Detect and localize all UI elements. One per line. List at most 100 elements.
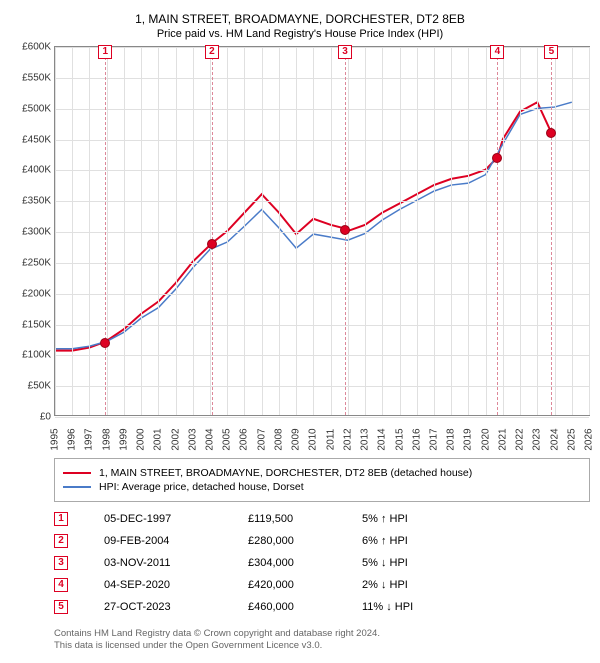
x-tick-label: 2012 [342, 428, 353, 450]
y-tick-label: £150K [9, 319, 51, 330]
event-row: 303-NOV-2011£304,0005% ↓ HPI [54, 552, 590, 574]
x-tick-label: 2020 [480, 428, 491, 450]
event-row-date: 03-NOV-2011 [104, 557, 224, 569]
x-tick-label: 2022 [515, 428, 526, 450]
event-row: 105-DEC-1997£119,5005% ↑ HPI [54, 508, 590, 530]
chart-subtitle: Price paid vs. HM Land Registry's House … [10, 28, 590, 40]
event-row: 404-SEP-2020£420,0002% ↓ HPI [54, 574, 590, 596]
event-number-box: 3 [338, 45, 352, 59]
gridline-v [400, 47, 401, 415]
plot-area: £0£50K£100K£150K£200K£250K£300K£350K£400… [54, 46, 590, 416]
event-guideline [212, 47, 213, 415]
y-tick-label: £250K [9, 257, 51, 268]
gridline-v [503, 47, 504, 415]
x-tick-label: 2017 [428, 428, 439, 450]
x-tick-label: 2025 [566, 428, 577, 450]
event-row-price: £280,000 [248, 535, 338, 547]
gridline-v [417, 47, 418, 415]
x-tick-label: 2026 [584, 428, 595, 450]
chart-container: £0£50K£100K£150K£200K£250K£300K£350K£400… [54, 46, 590, 450]
event-row-number: 4 [54, 578, 68, 592]
x-tick-label: 2001 [153, 428, 164, 450]
event-guideline [551, 47, 552, 415]
gridline-v [331, 47, 332, 415]
chart-title: 1, MAIN STREET, BROADMAYNE, DORCHESTER, … [10, 12, 590, 26]
gridline-v [193, 47, 194, 415]
gridline-h [55, 325, 589, 326]
gridline-v [382, 47, 383, 415]
legend-item: 1, MAIN STREET, BROADMAYNE, DORCHESTER, … [63, 467, 581, 479]
gridline-h [55, 386, 589, 387]
event-row-date: 27-OCT-2023 [104, 601, 224, 613]
gridline-v [486, 47, 487, 415]
gridline-v [451, 47, 452, 415]
x-tick-label: 1997 [84, 428, 95, 450]
events-table: 105-DEC-1997£119,5005% ↑ HPI 2 09-FEB-2004… [54, 508, 590, 618]
x-tick-label: 2010 [308, 428, 319, 450]
gridline-v [55, 47, 56, 415]
gridline-v [141, 47, 142, 415]
y-tick-label: £100K [9, 350, 51, 361]
event-number-box: 1 [98, 45, 112, 59]
gridline-v [244, 47, 245, 415]
x-tick-label: 2019 [463, 428, 474, 450]
gridline-h [55, 294, 589, 295]
y-tick-label: £450K [9, 134, 51, 145]
x-tick-label: 2014 [377, 428, 388, 450]
gridline-h [55, 170, 589, 171]
x-tick-label: 2006 [239, 428, 250, 450]
gridline-v [589, 47, 590, 415]
gridline-v [107, 47, 108, 415]
legend: 1, MAIN STREET, BROADMAYNE, DORCHESTER, … [54, 458, 590, 502]
gridline-v [572, 47, 573, 415]
event-row-delta: 5% ↓ HPI [362, 557, 452, 569]
event-marker-dot [100, 338, 110, 348]
event-number-box: 2 [205, 45, 219, 59]
y-tick-label: £600K [9, 42, 51, 53]
y-tick-label: £300K [9, 227, 51, 238]
legend-swatch [63, 486, 91, 488]
x-tick-label: 1995 [50, 428, 61, 450]
gridline-h [55, 232, 589, 233]
event-marker-dot [492, 153, 502, 163]
gridline-h [55, 201, 589, 202]
gridline-v [537, 47, 538, 415]
x-tick-label: 2008 [273, 428, 284, 450]
event-number-box: 4 [490, 45, 504, 59]
gridline-h [55, 417, 589, 418]
event-marker-dot [340, 225, 350, 235]
gridline-v [296, 47, 297, 415]
event-row: 209-FEB-2004£280,0006% ↑ HPI [54, 530, 590, 552]
gridline-h [55, 47, 589, 48]
gridline-h [55, 355, 589, 356]
event-guideline [105, 47, 106, 415]
y-tick-label: £550K [9, 72, 51, 83]
y-tick-label: £500K [9, 103, 51, 114]
event-row-date: 09-FEB-2004 [104, 535, 224, 547]
y-tick-label: £50K [9, 381, 51, 392]
gridline-v [262, 47, 263, 415]
gridline-v [434, 47, 435, 415]
x-tick-label: 2000 [136, 428, 147, 450]
gridline-h [55, 140, 589, 141]
footer-line-2: This data is licensed under the Open Gov… [54, 640, 590, 652]
gridline-h [55, 263, 589, 264]
event-row-number: 5 [54, 600, 68, 614]
gridline-v [520, 47, 521, 415]
event-row-number: 2 [54, 534, 68, 548]
gridline-v [176, 47, 177, 415]
event-marker-dot [207, 239, 217, 249]
event-guideline [497, 47, 498, 415]
event-number-box: 5 [544, 45, 558, 59]
event-row-price: £460,000 [248, 601, 338, 613]
x-tick-label: 1998 [101, 428, 112, 450]
event-row-price: £420,000 [248, 579, 338, 591]
x-tick-label: 2015 [394, 428, 405, 450]
y-tick-label: £350K [9, 196, 51, 207]
gridline-v [227, 47, 228, 415]
gridline-v [468, 47, 469, 415]
gridline-v [158, 47, 159, 415]
y-tick-label: £400K [9, 165, 51, 176]
event-row-number: 3 [54, 556, 68, 570]
x-tick-label: 2005 [222, 428, 233, 450]
